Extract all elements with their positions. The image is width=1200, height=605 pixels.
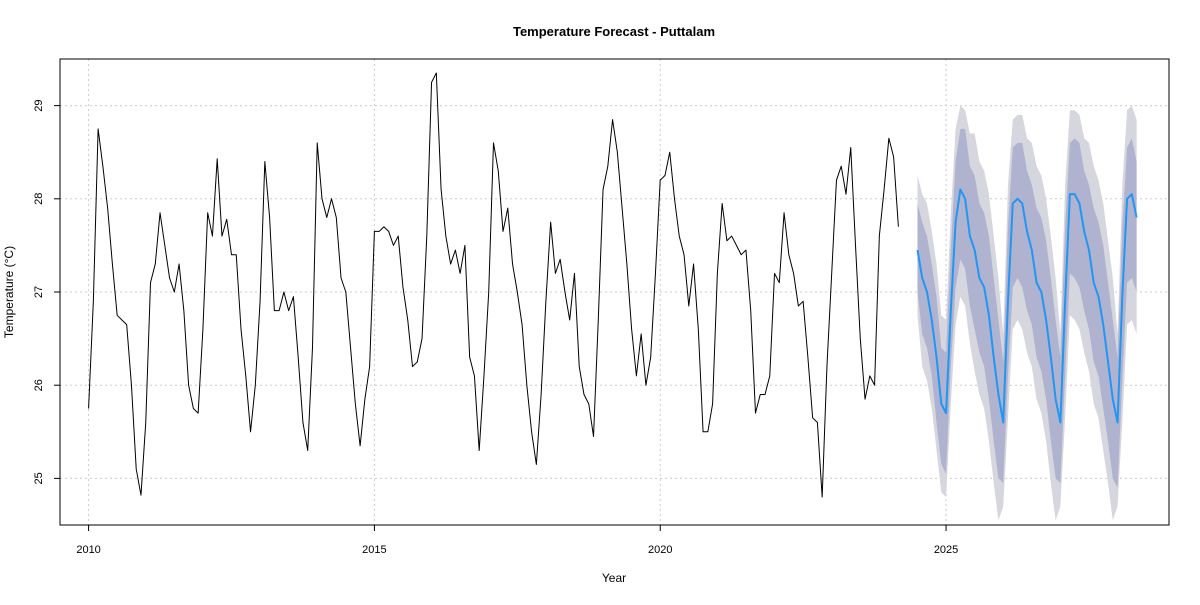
x-tick-label: 2015	[362, 544, 386, 556]
x-axis-label: Year	[602, 571, 626, 585]
forecast-series-line	[916, 188, 1138, 424]
y-axis-label: Temperature (°C)	[2, 246, 16, 338]
y-tick-label: 26	[33, 379, 45, 391]
x-tick-label: 2020	[648, 544, 672, 556]
y-tick-label: 28	[33, 193, 45, 205]
series-lines	[88, 72, 1138, 498]
x-tick-label: 2025	[934, 544, 958, 556]
x-tick-label: 2010	[76, 544, 100, 556]
y-tick-label: 27	[33, 286, 45, 298]
y-tick-label: 29	[33, 99, 45, 111]
chart-title: Temperature Forecast - Puttalam	[513, 24, 715, 39]
y-tick-label: 25	[33, 472, 45, 484]
observed-series-line	[88, 72, 899, 498]
axes: 2010 2015 2020 2025 25 26 27 28 29	[33, 58, 1170, 556]
